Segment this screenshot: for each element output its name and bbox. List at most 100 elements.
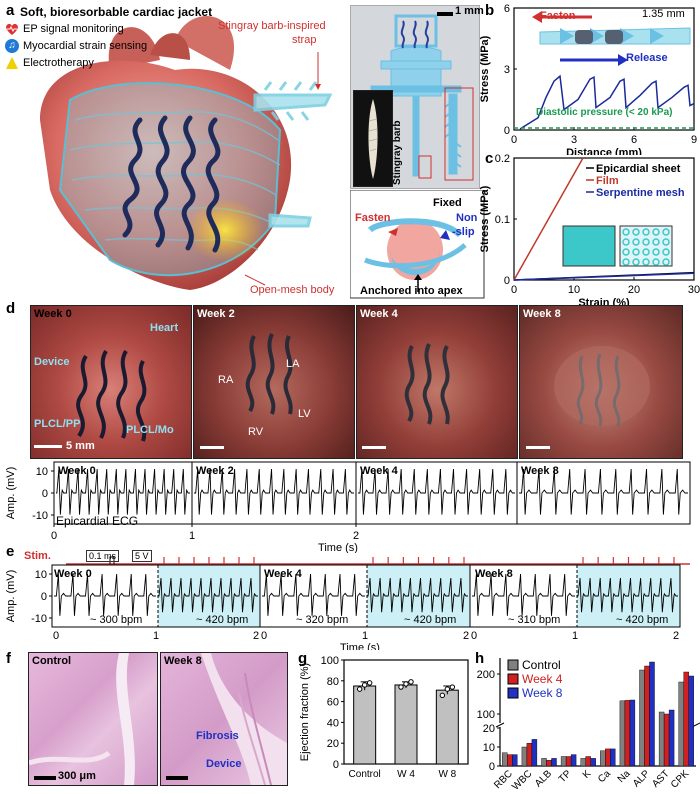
stim-week8-label: Week 8	[475, 568, 513, 580]
x-tick-label: K	[581, 768, 594, 781]
y-tick-label: 0	[504, 275, 510, 287]
chart-b-diastolic: Diastolic pressure (< 20 kPa)	[536, 107, 673, 118]
x-tick-label: 1	[572, 630, 578, 642]
data-point	[356, 686, 363, 692]
inset-mesh-cell	[622, 228, 630, 236]
x-tick-label: Na	[616, 768, 633, 785]
x-tick-label: AST	[650, 768, 672, 790]
barb-tooth	[560, 28, 574, 44]
data-point	[408, 679, 414, 685]
ecg-trace-paced	[158, 577, 258, 613]
ecg-week-label: Week 2	[196, 465, 234, 477]
photo-scale-bar-w8	[526, 446, 550, 449]
bar-k-0	[580, 758, 586, 767]
panel-h-label: h	[475, 650, 485, 667]
stim-pulse-width: 0.1 ms	[86, 550, 120, 562]
x-tick-label: RBC	[492, 768, 515, 791]
x-tick-label: Control	[349, 769, 381, 780]
panel-a-label: a	[6, 2, 15, 19]
bar-w4	[394, 684, 418, 765]
x-tick-label: 10	[568, 284, 580, 296]
feature-ep-row: EP signal monitoring	[5, 22, 124, 36]
mesh-label: Open-mesh body	[250, 284, 335, 296]
y-axis-label: Ejection fraction (%)	[299, 663, 311, 761]
bar-rbc-2	[512, 754, 518, 767]
y-axis-label: Stress (MPa)	[480, 185, 491, 252]
inset-mesh-cell	[622, 248, 630, 256]
histology-scale-bar	[34, 776, 56, 780]
series-line-serpentine-mesh	[513, 272, 695, 281]
x-tick-label: 9	[691, 134, 697, 146]
music-note-icon: ♫	[5, 39, 19, 53]
feature-electro-row: Electrotherapy	[5, 56, 94, 70]
chart-b-fasten: Fasten	[540, 10, 576, 22]
ecg-label: Epicardial ECG	[56, 514, 139, 528]
bar-ca-0	[600, 750, 606, 767]
bar-ca-1	[605, 748, 611, 767]
stim-week4-label: Week 4	[264, 568, 302, 580]
photo-scale-bar-w2	[200, 446, 224, 449]
y-tick-label: 0	[41, 591, 47, 603]
rate-label-4: ~ 420 bpm	[404, 614, 457, 626]
legend-swatch	[507, 687, 519, 699]
photo-week4-label: Week 4	[360, 308, 398, 320]
x-axis-label: Strain (%)	[578, 297, 630, 305]
photo-device-label: Device	[34, 356, 70, 368]
x-axis-label: Distance (mm)	[566, 147, 642, 155]
photo-week8-label: Week 8	[523, 308, 561, 320]
rate-label-6: ~ 420 bpm	[616, 614, 669, 626]
bar-alp-1	[644, 665, 650, 767]
y-tick-label: -10	[32, 510, 48, 522]
x-tick-label: 0	[261, 630, 267, 642]
bar-w8	[435, 689, 459, 765]
feature-strain-text: Myocardial strain sensing	[23, 40, 148, 52]
anchor-caption: Anchored into apex	[360, 285, 463, 297]
y-tick-label: 0	[42, 488, 48, 500]
bar-alp-2	[649, 661, 655, 767]
strap-label-1: Stingray barb-inspired	[218, 20, 326, 32]
photo-scale-label: 5 mm	[66, 440, 95, 452]
photo-plclpp-label: PLCL/PP	[34, 418, 81, 430]
inset-mesh-cell	[642, 248, 650, 256]
x-tick-label: 3	[571, 134, 577, 146]
y-tick-label: 0	[489, 761, 495, 773]
fasten-arrowhead	[532, 11, 542, 23]
chart-b-dimension: 1.35 mm	[642, 8, 685, 20]
x-axis-label: Time (s)	[318, 542, 358, 553]
rate-label-5: ~ 310 bpm	[508, 614, 561, 626]
bar-ast-0	[658, 711, 665, 767]
ecg-week-label: Week 8	[521, 465, 559, 477]
bar-wbc-2	[531, 739, 538, 767]
bar-tp-1	[565, 756, 572, 767]
bar-k-1	[585, 756, 591, 767]
x-tick-label: Ca	[596, 768, 613, 785]
data-point	[444, 686, 451, 692]
panel-f-label: f	[6, 650, 11, 667]
y-tick-label: 40	[327, 717, 339, 729]
inset-mesh-cell	[622, 238, 630, 246]
chart-g-ejection-fraction: 0 20 40 60 80 100 Ejection fraction (%) Control…	[299, 655, 469, 780]
feature-strain-row: ♫ Myocardial strain sensing	[5, 39, 147, 53]
x-tick-label: 0	[511, 134, 517, 146]
inset-mesh-cell	[652, 248, 660, 256]
heart-photo-week2	[193, 305, 355, 459]
y-tick-label: 20	[483, 723, 495, 735]
cardiac-jacket-illustration	[40, 16, 333, 291]
stingray-barb-photo	[353, 90, 393, 187]
x-tick-label: 1	[189, 530, 195, 542]
stingray-barb-label: Stingray barb	[392, 120, 403, 185]
legend-label: Epicardial sheet	[596, 163, 681, 175]
histology-week8	[160, 652, 288, 786]
x-tick-label: ALB	[533, 768, 554, 789]
ecg-week-label: Week 0	[58, 465, 96, 477]
inset-film	[562, 225, 616, 267]
y-tick-label: 0.1	[495, 214, 510, 226]
bar-cpk-1	[683, 671, 689, 767]
photo-la-label: LA	[286, 358, 300, 370]
panel-d-label: d	[6, 300, 16, 317]
panel-g-label: g	[298, 650, 308, 667]
heart-photo-week4	[356, 305, 518, 459]
photo-scale-bar	[34, 445, 62, 448]
x-tick-label: 0	[511, 284, 517, 296]
